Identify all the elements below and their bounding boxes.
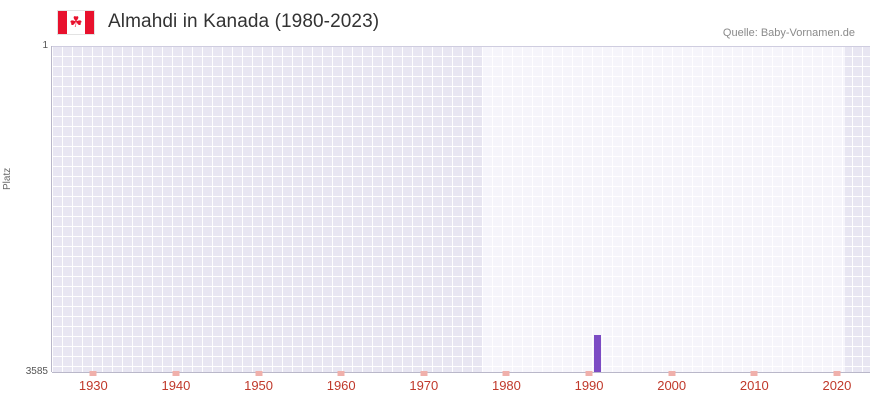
x-tick-label: 2000: [657, 378, 687, 393]
y-axis-label: Platz: [2, 167, 13, 190]
x-tick-label: 1990: [574, 378, 604, 393]
x-tick-mark: [337, 371, 345, 376]
x-tick-label: 1980: [491, 378, 521, 393]
y-tick: 3585: [0, 366, 48, 378]
plot-top-border: [52, 46, 870, 47]
flag-band-right: [85, 11, 94, 34]
x-tick-label: 2010: [739, 378, 769, 393]
x-tick-label: 1960: [326, 378, 356, 393]
x-tick-label: 1930: [78, 378, 108, 393]
x-tick-mark: [833, 371, 841, 376]
x-tick-mark: [89, 371, 97, 376]
x-tick-mark: [172, 371, 180, 376]
highlight-band: [481, 46, 846, 372]
y-tick-label: 3585: [25, 366, 48, 377]
x-tick-mark: [502, 371, 510, 376]
x-tick-label: 1940: [161, 378, 191, 393]
x-tick-mark: [668, 371, 676, 376]
y-tick: 1: [0, 40, 48, 52]
x-tick-label: 1970: [409, 378, 439, 393]
x-tick-label: 1950: [244, 378, 274, 393]
canada-flag-icon: ☘: [57, 10, 95, 35]
page-title: Almahdi in Kanada (1980-2023): [108, 11, 380, 32]
x-axis-line: [52, 372, 870, 373]
y-axis-line: [51, 46, 52, 372]
source-label: Quelle: Baby-Vornamen.de: [722, 27, 855, 39]
chart-header: ☘ Almahdi in Kanada (1980-2023) Quelle: …: [0, 0, 873, 44]
maple-leaf-icon: ☘: [69, 13, 83, 31]
x-tick-mark: [750, 371, 758, 376]
bar[interactable]: [593, 335, 601, 372]
plot-area: [52, 46, 870, 372]
x-tick-mark: [585, 371, 593, 376]
x-tick-label: 2020: [822, 378, 852, 393]
flag-band-left: [58, 11, 67, 34]
y-tick-label: 1: [42, 40, 48, 51]
x-tick-mark: [255, 371, 263, 376]
x-tick-mark: [420, 371, 428, 376]
